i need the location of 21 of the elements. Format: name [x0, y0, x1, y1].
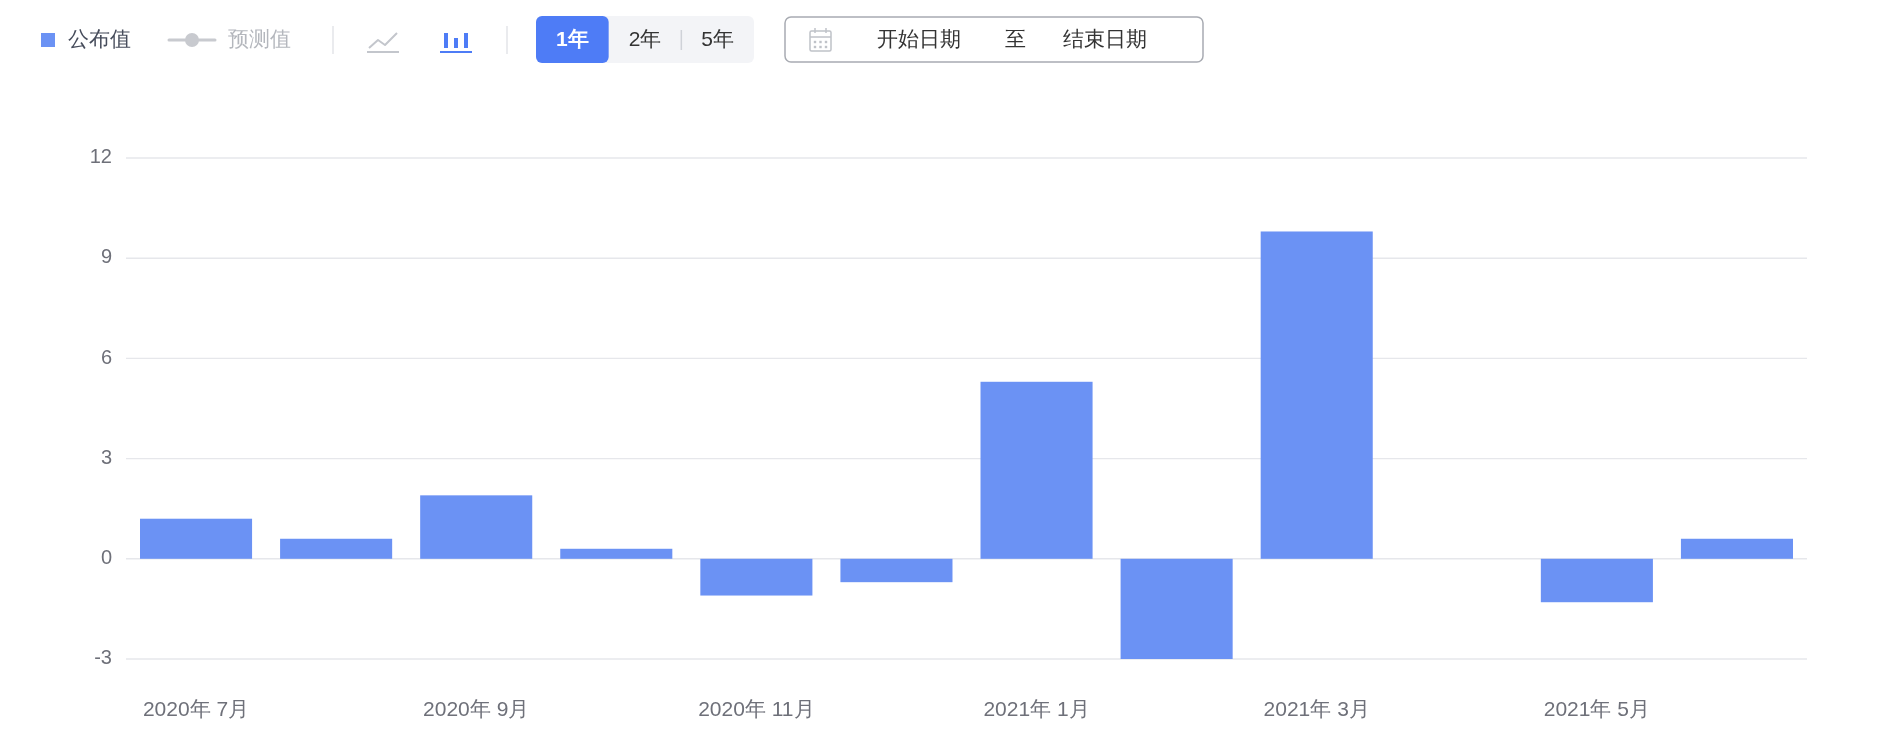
x-tick-label: 2021年 5月: [1543, 697, 1650, 720]
date-picker-label: 至: [1004, 26, 1026, 50]
legend-label: 预测值: [228, 26, 291, 50]
x-tick-label: 2020年 9月: [423, 697, 530, 720]
x-tick-label: 2021年 1月: [983, 697, 1090, 720]
button-label: 2年: [628, 26, 662, 50]
legend: 公布值 预测值: [41, 26, 291, 50]
button-label: 5年: [701, 26, 734, 50]
button-label: 1年: [556, 26, 589, 50]
y-tick-label: 9: [100, 245, 112, 268]
date-picker-label: 结束日期: [1063, 26, 1147, 50]
x-tick-label: 2020年 7月: [142, 697, 250, 720]
y-tick-label: 0: [100, 546, 112, 569]
date-picker-label: 开始日期: [877, 26, 961, 50]
x-tick-label: 2020年 11月: [698, 697, 815, 720]
y-tick-label: 12: [89, 145, 112, 168]
x-tick-label: 2021年 3月: [1263, 697, 1370, 720]
legend-label: 公布值: [68, 26, 131, 50]
y-tick-label: 3: [100, 445, 112, 468]
y-tick-label: -3: [94, 646, 112, 669]
y-tick-label: 6: [100, 345, 112, 368]
